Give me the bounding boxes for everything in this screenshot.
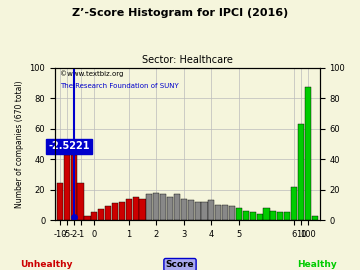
Bar	[222, 205, 228, 220]
Text: Score: Score	[166, 260, 194, 269]
Bar	[188, 200, 194, 220]
Bar	[71, 154, 77, 220]
Bar	[298, 124, 304, 220]
Bar	[91, 212, 98, 220]
Bar	[57, 184, 63, 220]
Bar	[284, 212, 290, 220]
Bar	[64, 154, 70, 220]
Text: ©www.textbiz.org: ©www.textbiz.org	[60, 71, 124, 77]
Bar	[243, 211, 249, 220]
Bar	[126, 199, 132, 220]
Bar	[167, 197, 173, 220]
Y-axis label: Number of companies (670 total): Number of companies (670 total)	[15, 80, 24, 208]
Bar	[112, 203, 118, 220]
Bar	[194, 202, 201, 220]
Bar	[270, 211, 276, 220]
Bar	[132, 197, 139, 220]
Bar	[174, 194, 180, 220]
Text: The Research Foundation of SUNY: The Research Foundation of SUNY	[60, 83, 179, 89]
Bar	[98, 210, 104, 220]
Bar	[146, 194, 153, 220]
Bar	[181, 199, 187, 220]
Bar	[291, 187, 297, 220]
Bar	[257, 214, 263, 220]
Bar	[277, 212, 283, 220]
Bar	[119, 202, 125, 220]
Bar	[312, 215, 318, 220]
Bar	[236, 208, 242, 220]
Bar	[229, 206, 235, 220]
Text: Healthy: Healthy	[297, 260, 337, 269]
Bar	[215, 205, 221, 220]
Bar	[264, 208, 270, 220]
Bar	[84, 215, 90, 220]
Bar	[208, 200, 215, 220]
Bar	[305, 87, 311, 220]
Bar	[201, 202, 208, 220]
Bar	[160, 194, 166, 220]
Bar	[139, 199, 145, 220]
Text: Sector: Healthcare: Sector: Healthcare	[142, 55, 233, 65]
Text: -2.5221: -2.5221	[48, 141, 90, 151]
Bar	[153, 193, 159, 220]
Bar	[105, 206, 111, 220]
Bar	[249, 212, 256, 220]
Text: Z’-Score Histogram for IPCI (2016): Z’-Score Histogram for IPCI (2016)	[72, 8, 288, 18]
Bar	[77, 184, 84, 220]
Text: Unhealthy: Unhealthy	[21, 260, 73, 269]
